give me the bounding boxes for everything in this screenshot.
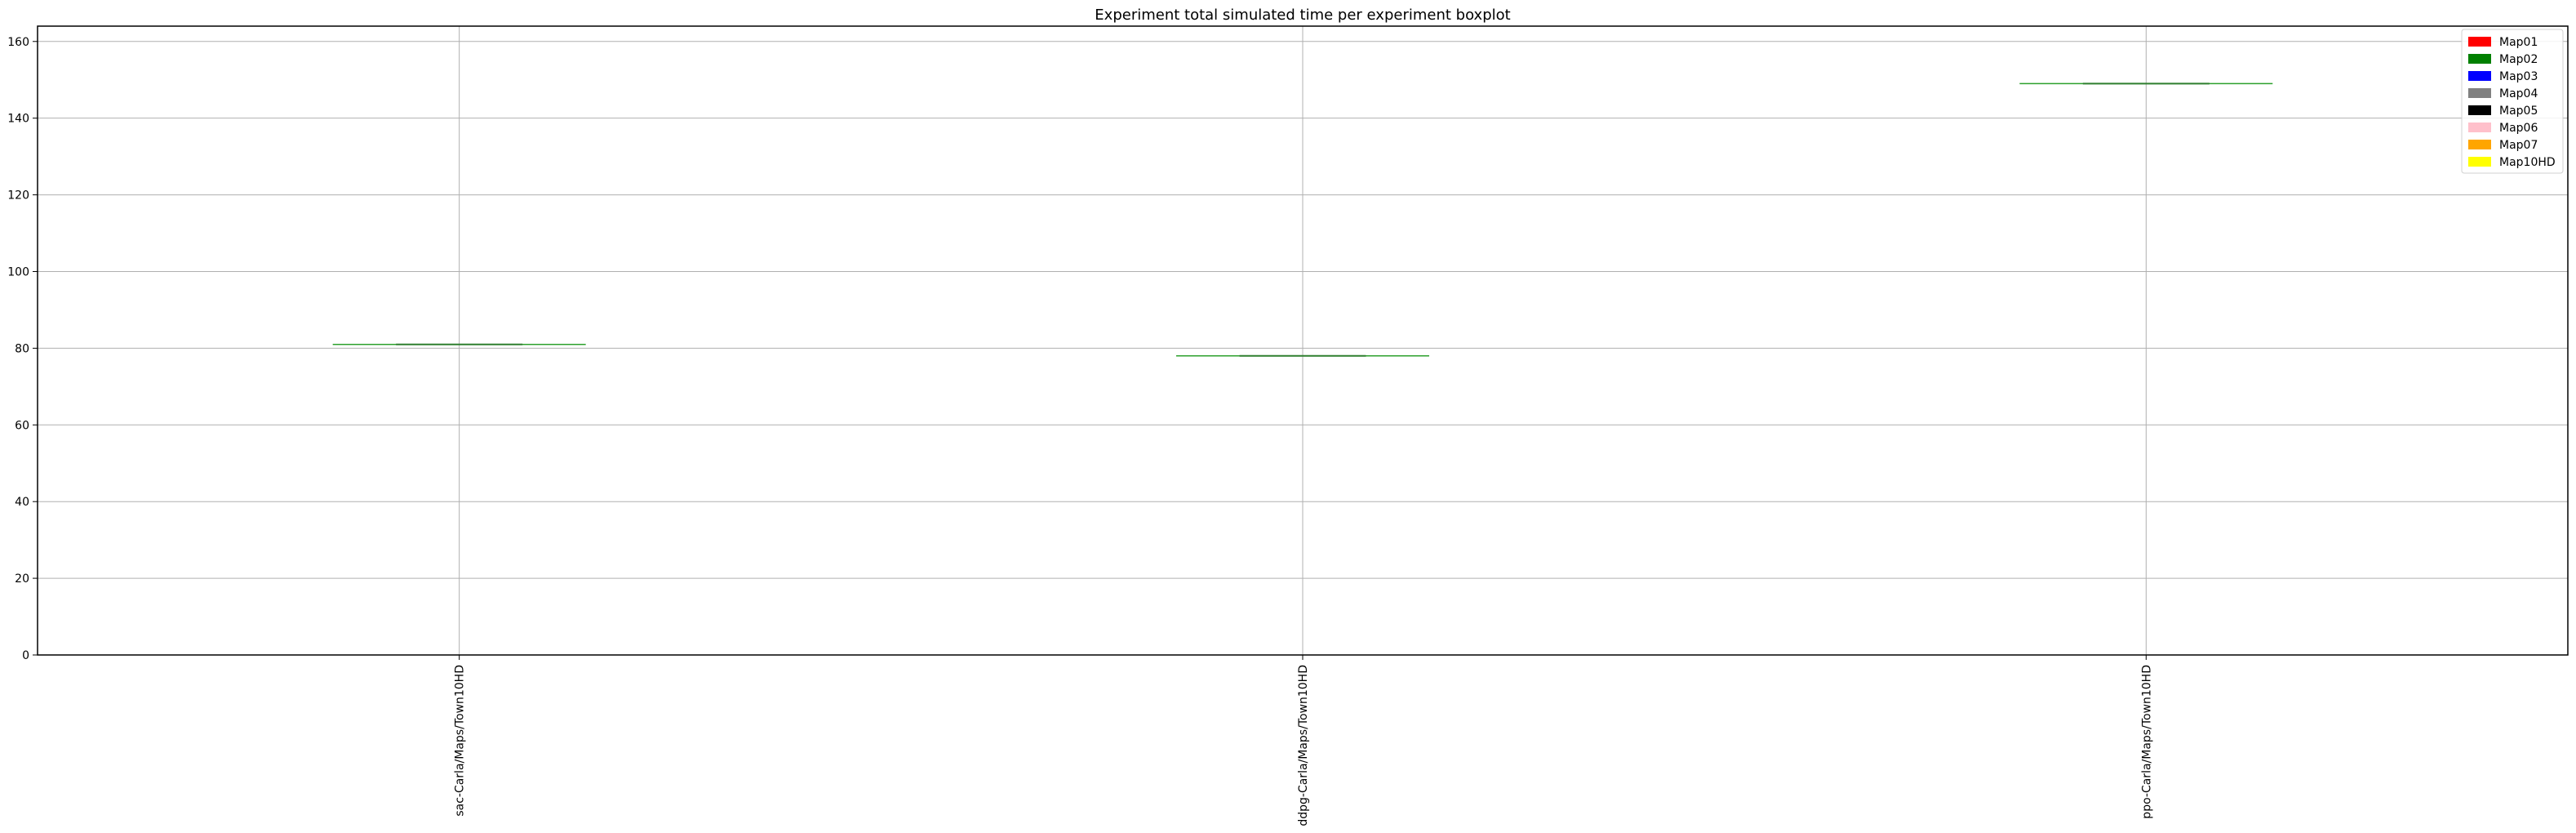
legend-label: Map03 — [2499, 70, 2538, 83]
y-tick-label: 20 — [15, 572, 29, 586]
x-tick-label: ddpg-Carla/Maps/Town10HD — [1297, 665, 1310, 826]
legend: Map01 Map02 Map03 Map04 Map05 Map06 Map07 Map10… — [2461, 29, 2564, 174]
y-tick-label: 60 — [15, 419, 29, 432]
legend-swatch — [2468, 157, 2491, 167]
legend-swatch — [2468, 140, 2491, 149]
legend-label: Map07 — [2499, 139, 2538, 152]
y-tick-label: 0 — [22, 649, 29, 662]
legend-label: Map04 — [2499, 87, 2538, 100]
legend-box — [2461, 29, 2564, 174]
legend-swatch — [2468, 37, 2491, 47]
axes — [33, 25, 2569, 660]
y-tick-label: 100 — [7, 265, 29, 278]
legend-label: Map01 — [2499, 36, 2538, 49]
legend-swatch — [2468, 122, 2491, 132]
gridlines — [38, 26, 2568, 656]
tick-labels: 0 20 40 60 80 100 120 140 160 sac-Carla/Maps/Town… — [7, 36, 2153, 826]
y-tick-label: 80 — [15, 342, 29, 355]
legend-swatch — [2468, 71, 2491, 81]
chart-title: Experiment total simulated time per expe… — [1095, 7, 1510, 24]
box-marks — [332, 82, 2273, 357]
legend-label: Map06 — [2499, 122, 2538, 135]
legend-swatch — [2468, 88, 2491, 98]
y-tick-label: 140 — [7, 113, 29, 126]
legend-swatch — [2468, 54, 2491, 64]
legend-label: Map10HD — [2499, 156, 2556, 169]
legend-label: Map02 — [2499, 53, 2538, 66]
y-tick-label: 120 — [7, 189, 29, 203]
x-tick-label: ppo-Carla/Maps/Town10HD — [2140, 665, 2153, 819]
x-tick-label: sac-Carla/Maps/Town10HD — [454, 665, 467, 817]
y-tick-label: 160 — [7, 36, 29, 49]
y-tick-label: 40 — [15, 496, 29, 509]
plot-frame — [37, 25, 2569, 656]
legend-swatch — [2468, 105, 2491, 115]
legend-label: Map05 — [2499, 105, 2538, 118]
